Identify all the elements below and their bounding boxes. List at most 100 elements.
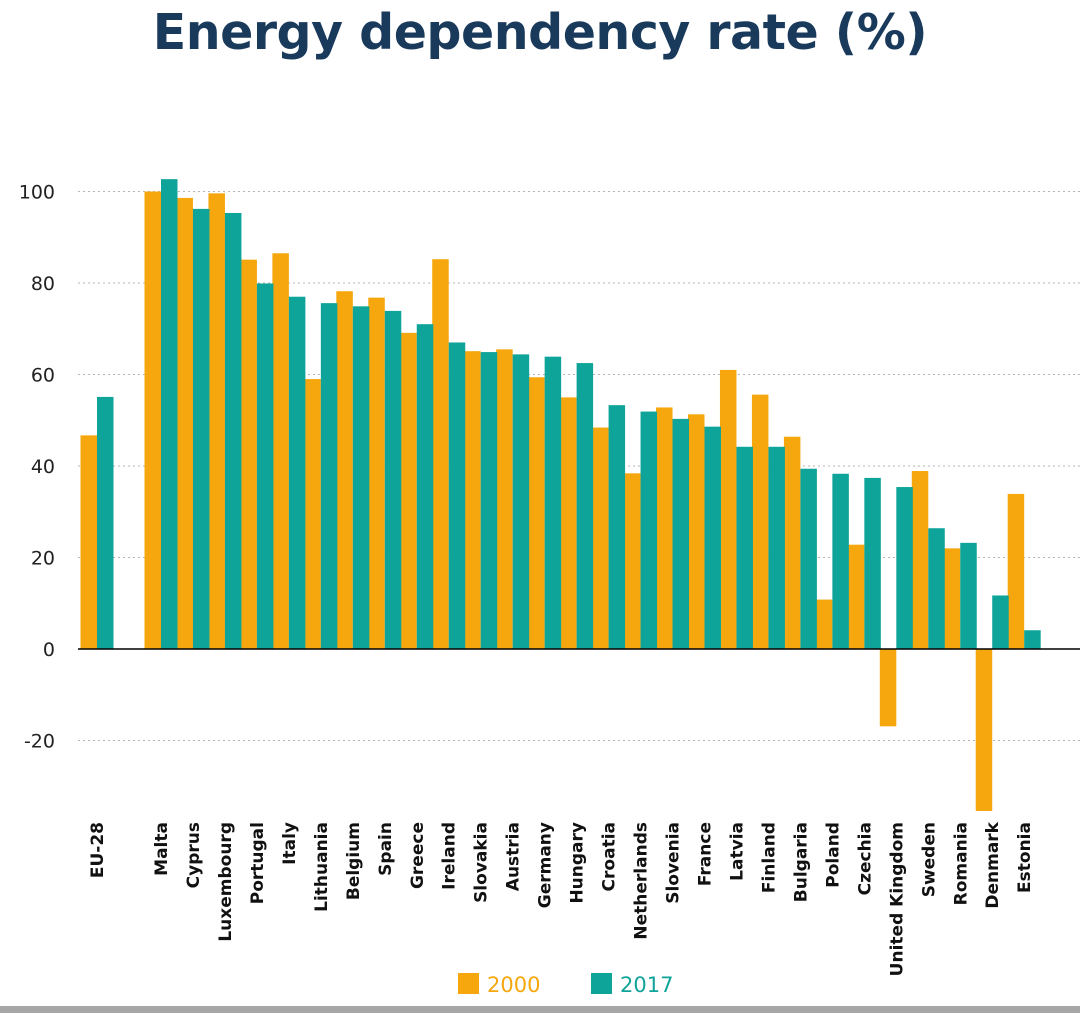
bar-2017-latvia: [736, 446, 753, 649]
bar-2017-slovakia: [480, 352, 498, 649]
bar-2017-denmark: [992, 595, 1009, 649]
category-label: Germany: [536, 822, 556, 908]
y-tick-label: -20: [24, 731, 55, 753]
category-label: Hungary: [568, 822, 588, 904]
bar-2017-france: [704, 426, 721, 649]
bar-2000-czechia: [847, 544, 865, 649]
bar-2017-romania: [960, 542, 977, 649]
bar-2017-austria: [512, 354, 530, 649]
bar-2000-united-kingdom: [879, 649, 897, 727]
bottom-scroll-edge: [0, 1006, 1080, 1013]
bar-2000-poland: [815, 599, 833, 649]
bar-2017-bulgaria: [800, 468, 817, 649]
y-tick-label: 20: [31, 548, 55, 570]
legend-swatch-2017: [591, 973, 612, 994]
bar-2000-slovenia: [656, 407, 673, 649]
category-label: Malta: [152, 822, 172, 876]
bar-2000-portugal: [240, 259, 257, 649]
bar-2017-lithuania: [320, 303, 338, 649]
legend: 2000 2017: [458, 973, 673, 997]
category-label: Luxembourg: [216, 822, 236, 942]
bar-2000-bulgaria: [783, 436, 801, 649]
bar-2000-estonia: [1007, 493, 1025, 649]
bar-2017-slovenia: [672, 418, 690, 649]
category-label: Lithuania: [312, 822, 332, 912]
bar-2017-belgium: [352, 306, 370, 649]
category-label: Portugal: [248, 822, 268, 904]
bar-2017-hungary: [576, 363, 594, 649]
category-label: Croatia: [600, 822, 620, 891]
bar-2000-denmark: [975, 649, 993, 811]
category-labels: EU-28 Malta Cyprus Luxembourg Portugal Italy L…: [88, 821, 1035, 976]
bar-2017-cyprus: [192, 208, 210, 649]
bar-2000-spain: [368, 297, 385, 649]
category-label: Finland: [759, 822, 779, 893]
y-tick-label: 60: [31, 365, 55, 387]
legend-swatch-2000: [458, 973, 479, 994]
bar-2017-netherlands: [640, 411, 658, 649]
bar-2000-croatia: [592, 427, 609, 649]
category-label: Austria: [504, 822, 524, 891]
bar-2000-eu-28: [80, 435, 97, 649]
legend-label-2000: 2000: [487, 973, 540, 997]
bar-2000-latvia: [719, 369, 737, 649]
category-label: Denmark: [983, 821, 1003, 908]
bar-2017-spain: [384, 310, 402, 649]
category-label: Italy: [280, 822, 300, 865]
category-label: Poland: [823, 822, 843, 888]
chart-title: Energy dependency rate (%): [152, 4, 928, 61]
bar-2000-belgium: [336, 291, 353, 649]
category-label: Greece: [408, 822, 428, 889]
bar-2017-ireland: [448, 342, 466, 649]
bar-2017-finland: [768, 446, 785, 649]
bar-2017-united-kingdom: [896, 487, 913, 649]
category-label: Romania: [951, 822, 971, 905]
bar-2017-estonia: [1024, 630, 1041, 649]
bar-2017-sweden: [928, 528, 945, 649]
category-label: Bulgaria: [791, 822, 811, 902]
bar-2000-italy: [272, 253, 289, 649]
y-axis-ticks: 100 80 60 40 20 0 -20: [19, 182, 55, 753]
category-label: Ireland: [440, 822, 460, 890]
bar-2017-greece: [416, 324, 434, 649]
category-label: Netherlands: [632, 822, 652, 940]
bar-2000-france: [687, 414, 705, 649]
bar-2000-hungary: [560, 397, 577, 649]
bar-2000-romania: [943, 548, 961, 649]
bar-2000-sweden: [911, 471, 929, 649]
bar-2017-eu-28: [97, 396, 114, 649]
y-tick-label: 80: [31, 273, 55, 295]
bar-2017-malta: [161, 179, 178, 649]
category-label: Sweden: [919, 822, 939, 897]
category-label: Estonia: [1015, 822, 1035, 893]
category-label: Belgium: [344, 822, 364, 900]
category-label: France: [695, 822, 715, 886]
bar-2017-poland: [832, 473, 849, 649]
bar-2000-greece: [400, 332, 417, 649]
y-tick-label: 100: [19, 182, 55, 204]
category-label: Cyprus: [184, 822, 204, 888]
bar-2000-germany: [528, 377, 545, 649]
bar-2017-italy: [288, 296, 306, 649]
bar-2017-czechia: [864, 477, 881, 649]
category-label: Latvia: [727, 822, 747, 881]
category-label: Czechia: [855, 822, 875, 895]
category-label: EU-28: [88, 822, 108, 878]
bar-2017-germany: [544, 356, 562, 649]
legend-label-2017: 2017: [620, 973, 673, 997]
y-tick-label: 40: [31, 456, 55, 478]
y-tick-label: 0: [43, 639, 55, 661]
bar-2017-portugal: [256, 283, 274, 649]
bar-2000-netherlands: [624, 473, 641, 649]
bar-2000-malta: [144, 191, 161, 649]
bar-2017-luxembourg: [224, 213, 242, 649]
bar-2000-lithuania: [304, 379, 321, 649]
category-label: Slovakia: [472, 822, 492, 903]
bars: [80, 179, 1041, 811]
bar-2000-luxembourg: [208, 193, 225, 649]
bar-2017-croatia: [608, 405, 626, 649]
category-label: Slovenia: [664, 822, 684, 904]
category-label: United Kingdom: [887, 822, 907, 976]
category-label: Spain: [376, 822, 396, 876]
bar-2000-cyprus: [176, 197, 193, 649]
